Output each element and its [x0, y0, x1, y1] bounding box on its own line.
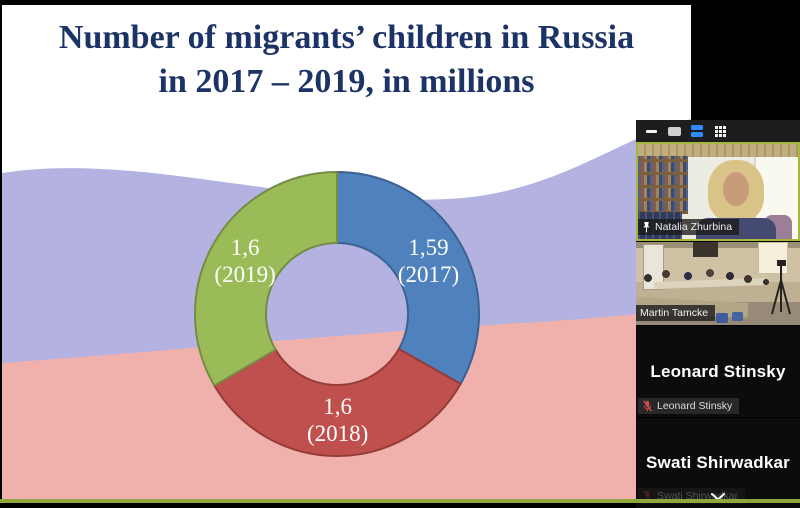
participant-name-text: Leonard Stinsky [650, 361, 786, 381]
slide-title-line1: Number of migrants’ children in Russia [58, 19, 635, 56]
people-decor [636, 262, 800, 292]
slide-title-line2: in 2017 – 2019, in millions [158, 63, 535, 100]
picture-decor [693, 242, 718, 257]
participant-name-text: Martin Tamcke [640, 307, 709, 319]
participant-tile-martin[interactable]: Martin Tamcke [636, 242, 800, 325]
russian-flag-background [2, 5, 691, 502]
slice-label-2017: 1,59 (2017) [397, 234, 460, 287]
donut-slice-2017 [336, 171, 480, 385]
video-strip-panel: Natalia Zhurbina Martin Tamcke [636, 120, 800, 508]
donut-slice-2018 [213, 347, 462, 457]
slice-label-2018: 1,6 (2018) [307, 393, 369, 446]
scroll-down-chevron[interactable] [710, 488, 726, 506]
gallery-view-icon [714, 125, 726, 137]
donut-slice-2019 [194, 171, 338, 387]
donut-chart [194, 171, 480, 457]
shared-slide: Number of migrants’ children in Russia i… [2, 5, 691, 502]
strip-view-icon [691, 125, 703, 137]
participant-name-label: Natalia Zhurbina [638, 219, 740, 235]
video-ceiling-decor [638, 144, 798, 157]
participant-name-text: Natalia Zhurbina [655, 221, 733, 233]
screen-share-border [0, 499, 800, 503]
donut-chart-labels: 1,59 (2017) 1,6 (2018) 1,6 (2019) [2, 5, 691, 502]
slice-label-2019: 1,6 (2019) [214, 235, 276, 288]
participant-name-text: Swati Shirwadkar [646, 453, 790, 472]
participant-name-label: Martin Tamcke [636, 305, 716, 321]
speaker-view-icon [667, 126, 681, 136]
tripod-decor [771, 260, 791, 315]
slide-title: Number of migrants’ children in Russia i… [2, 16, 691, 104]
strip-toolbar [636, 120, 800, 142]
bookshelf-decor [638, 156, 688, 214]
minimize-icon [645, 129, 657, 133]
participant-name-label: Leonard Stinsky [638, 398, 740, 414]
gallery-view-button[interactable] [713, 124, 727, 138]
strip-view-button[interactable] [690, 124, 704, 138]
minimize-button[interactable] [644, 124, 658, 138]
mic-muted-icon [643, 400, 652, 412]
participant-bottom-label: Leonard Stinsky [657, 400, 733, 412]
person-face-decor [723, 172, 749, 206]
participant-tile-swati[interactable]: Swati Shirwadkar Swati Shirwadkar [636, 418, 800, 508]
participant-tile-natalia[interactable]: Natalia Zhurbina [636, 142, 800, 241]
participant-tile-leonard[interactable]: Leonard Stinsky Leonard Stinsky [636, 326, 800, 417]
pin-icon [643, 221, 650, 232]
speaker-view-button[interactable] [667, 124, 681, 138]
chair-decor [732, 312, 743, 321]
chair-decor [716, 313, 728, 323]
